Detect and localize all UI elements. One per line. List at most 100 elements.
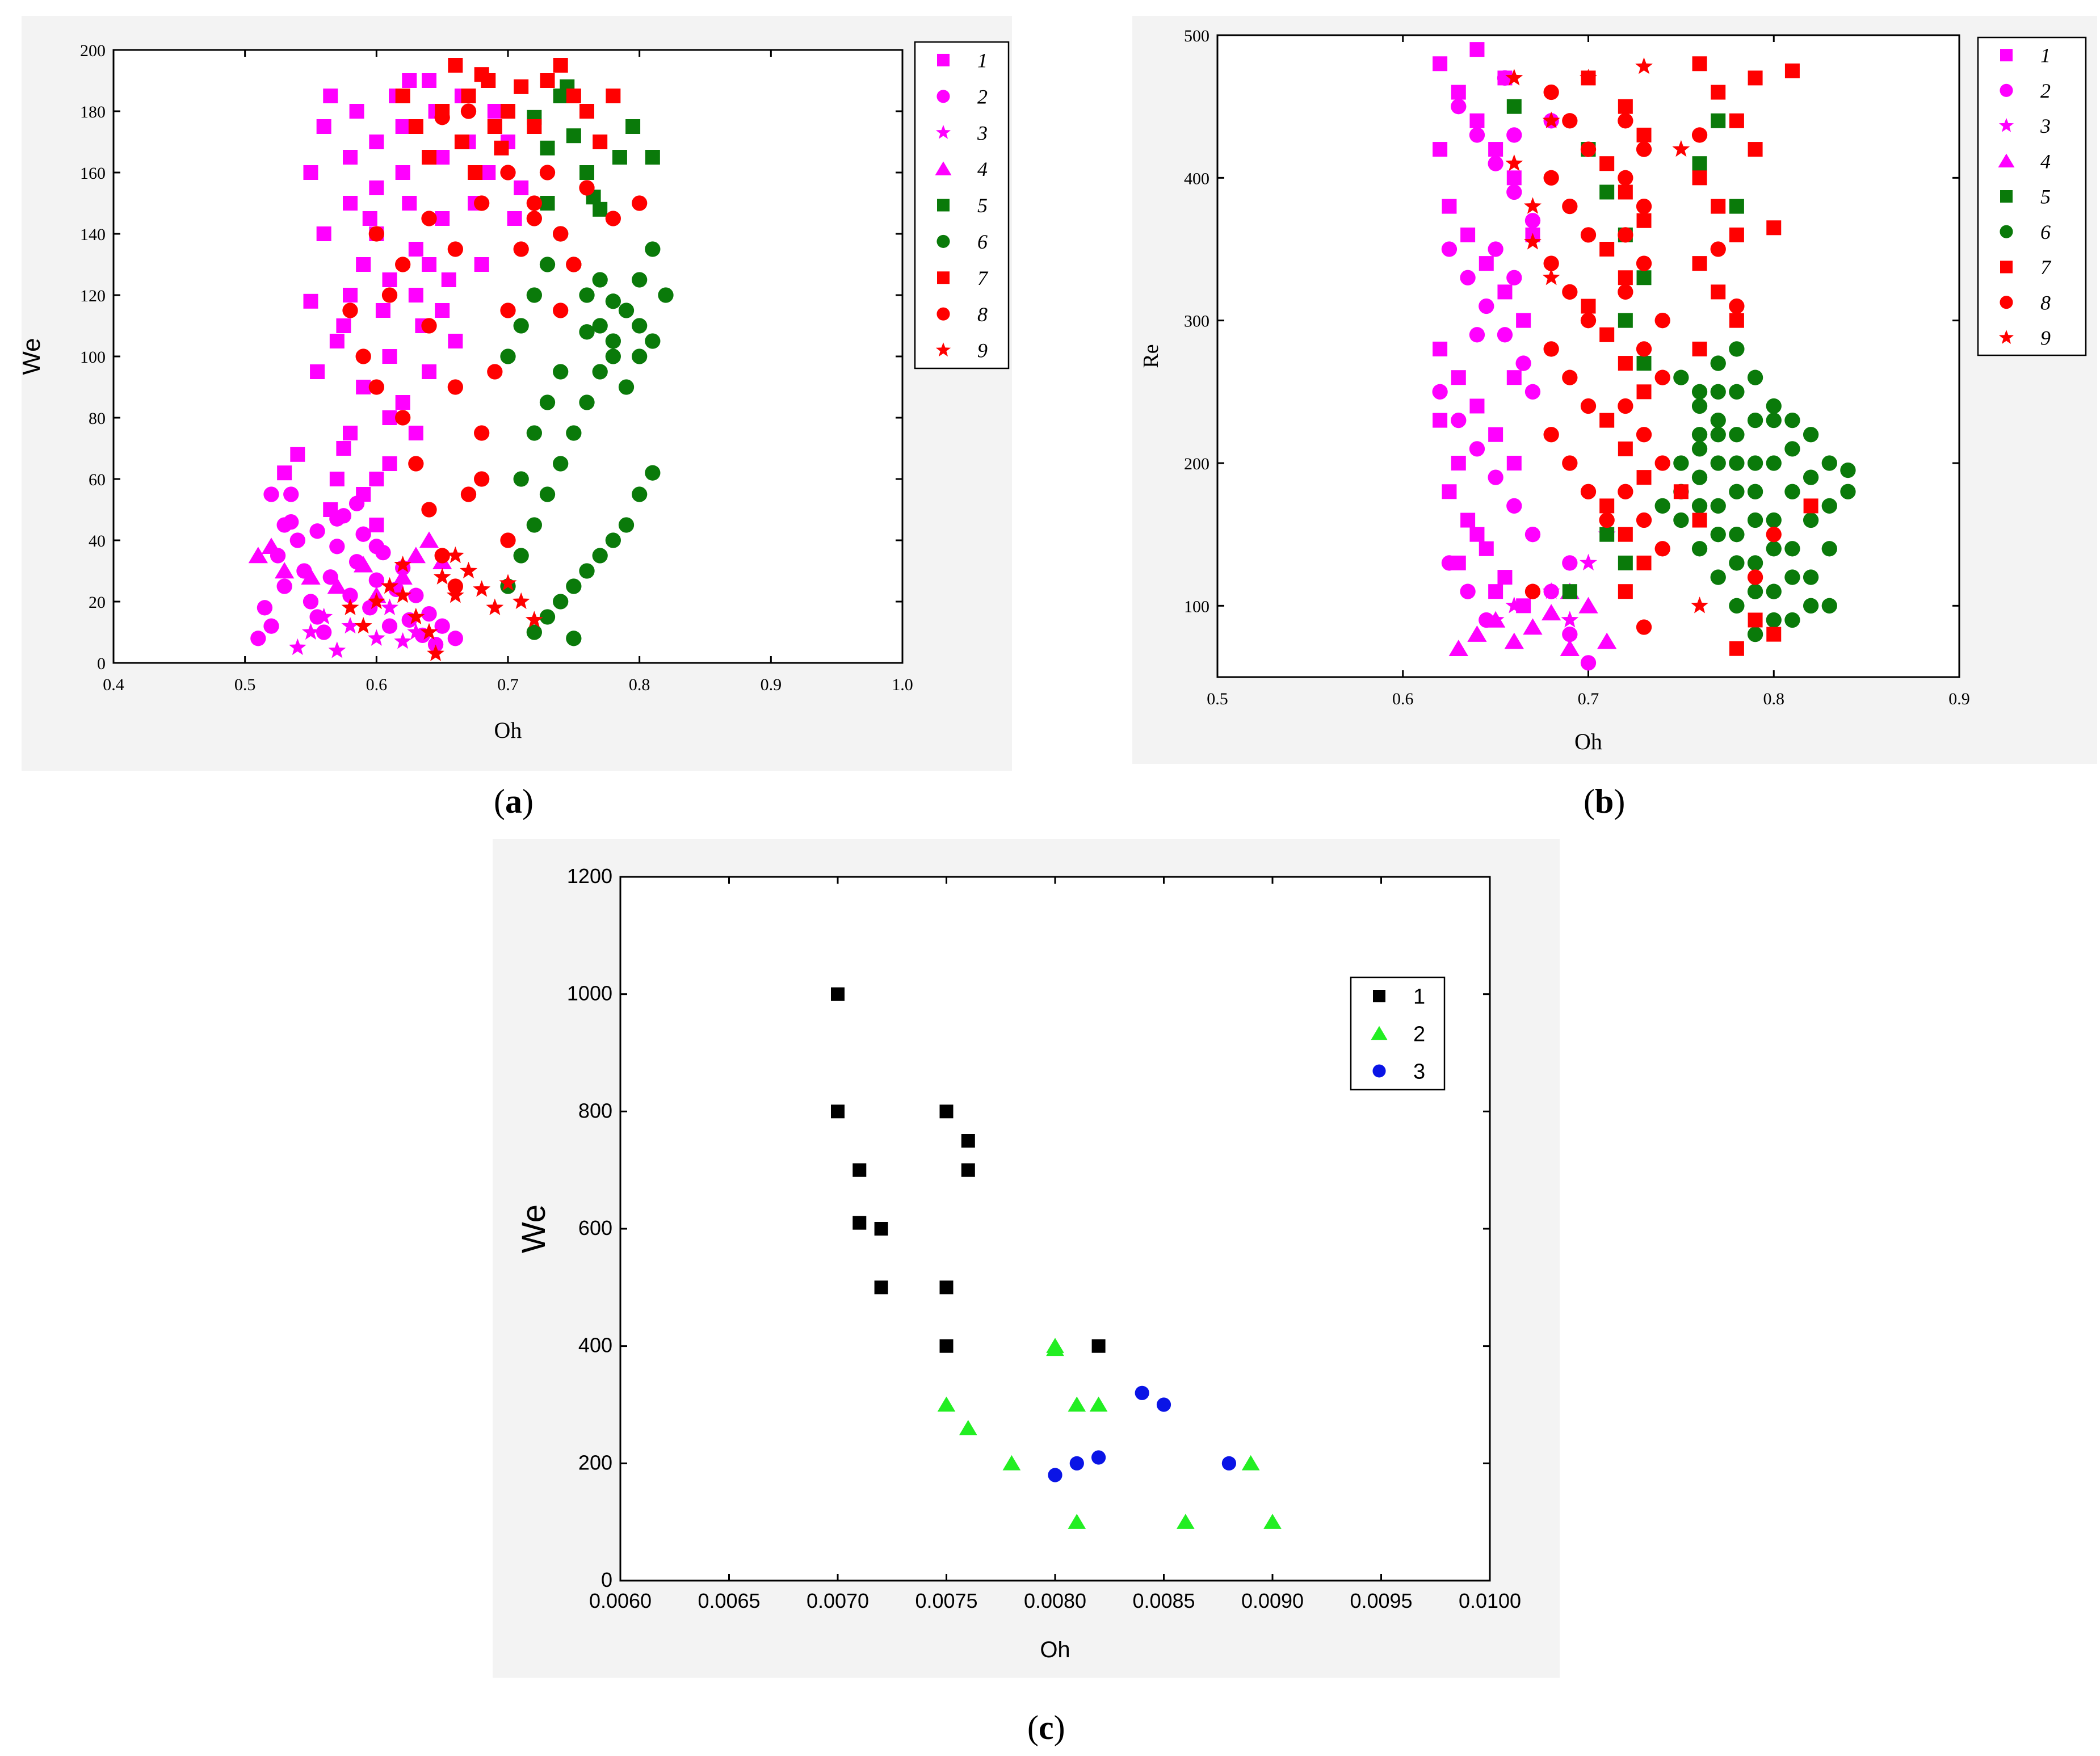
data-point (487, 364, 503, 380)
data-point (1673, 484, 1689, 499)
data-point (355, 526, 371, 542)
data-point (1748, 612, 1763, 628)
data-point (420, 623, 438, 640)
series-a-9 (341, 546, 543, 661)
data-point (501, 104, 515, 119)
data-point (1580, 484, 1597, 499)
data-point (1599, 327, 1615, 342)
x-axis-c: 0.0060 0.0065 0.0070 0.0075 0.0080 0.0085 0.00… (589, 877, 1521, 1612)
data-point (481, 165, 496, 180)
data-point (553, 58, 568, 73)
data-point (1840, 462, 1856, 478)
data-point (553, 456, 569, 472)
data-point (1691, 541, 1708, 557)
data-point (468, 165, 483, 180)
panel-label-c: (c) (1027, 1709, 1065, 1746)
data-point (1263, 1514, 1282, 1529)
data-point (831, 1104, 845, 1119)
data-point (1803, 498, 1818, 514)
data-point (336, 318, 351, 333)
data-point (1485, 611, 1506, 628)
data-point (454, 135, 469, 149)
data-point (1784, 441, 1800, 457)
y-axis-label-b: Re (1139, 344, 1163, 368)
data-point (579, 180, 595, 196)
data-point (303, 293, 318, 309)
data-point (1451, 370, 1466, 385)
data-point (1467, 625, 1487, 642)
y-tick-label: 1200 (567, 864, 612, 888)
legend-marker (936, 234, 950, 248)
data-point (1747, 484, 1763, 499)
data-point (959, 1419, 977, 1435)
x-tick-label: 0.9 (761, 675, 782, 694)
data-point (1840, 484, 1856, 499)
legend-marker (937, 271, 950, 284)
data-point (1562, 198, 1578, 215)
series-a-8 (342, 103, 648, 594)
data-point (1673, 512, 1689, 528)
data-point (1433, 341, 1448, 356)
data-point (257, 600, 273, 616)
series-b-1 (1433, 42, 1540, 614)
data-point (1505, 596, 1523, 614)
data-point (382, 272, 397, 287)
data-point (618, 303, 635, 318)
x-tick-label: 0.0065 (698, 1589, 760, 1612)
data-point (1469, 113, 1485, 128)
data-point (1488, 142, 1503, 157)
data-point (1673, 369, 1689, 385)
y-tick-label: 1000 (567, 982, 612, 1005)
data-point (1460, 583, 1476, 599)
data-point (362, 211, 377, 226)
data-point (368, 572, 384, 588)
data-point (349, 104, 364, 119)
series-b-4 (1448, 582, 1617, 656)
data-point (539, 486, 556, 502)
data-point (288, 638, 306, 656)
data-point (1766, 583, 1782, 599)
data-point (394, 632, 412, 649)
data-point (1766, 455, 1782, 471)
x-tick-label: 0.0070 (807, 1589, 869, 1612)
panel-label-b: (b) (1584, 783, 1626, 820)
data-point (1729, 527, 1745, 543)
data-point (1747, 412, 1763, 429)
y-axis-label-a: We (18, 338, 45, 375)
data-point (658, 287, 674, 303)
data-point (342, 303, 358, 318)
data-point (369, 180, 384, 195)
series-b-6 (1654, 341, 1856, 642)
data-point (1618, 398, 1633, 414)
legend-label: 2 (1413, 1022, 1425, 1046)
data-point (1505, 69, 1523, 86)
data-point (1784, 612, 1800, 628)
y-tick-label: 120 (80, 287, 106, 305)
data-point (395, 410, 411, 426)
legend-marker (2000, 190, 2013, 203)
data-point (460, 486, 477, 502)
data-point (1497, 70, 1513, 86)
data-point (1433, 413, 1448, 428)
data-point (1747, 583, 1763, 599)
data-point (1506, 498, 1522, 514)
data-point (1562, 555, 1578, 571)
data-point (422, 150, 436, 165)
data-point (381, 618, 398, 634)
series-b-8 (1524, 84, 1782, 635)
data-point (394, 586, 412, 603)
data-point (1451, 456, 1466, 470)
data-point (566, 425, 582, 441)
data-point (1599, 498, 1615, 514)
chart-c: 0.0060 0.0065 0.0070 0.0075 0.0080 0.0085 0.00… (515, 864, 1521, 1662)
data-point (539, 165, 556, 180)
data-point (354, 617, 372, 634)
data-point (1618, 584, 1633, 599)
series-c-1 (831, 987, 1106, 1353)
data-point (1803, 569, 1819, 585)
x-tick-label: 0.5 (1207, 690, 1228, 708)
data-point (514, 79, 529, 94)
data-point (526, 195, 542, 211)
legend-label: 3 (1413, 1060, 1425, 1083)
data-point (368, 226, 384, 242)
